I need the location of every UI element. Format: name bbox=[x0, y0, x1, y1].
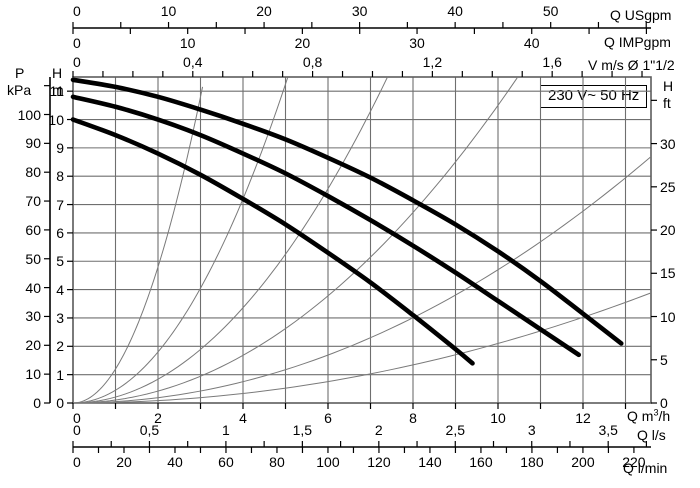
lmin-label: 80 bbox=[269, 454, 285, 470]
kpa-label: 70 bbox=[25, 193, 41, 210]
m3h-label: 6 bbox=[324, 410, 332, 426]
kpa-label: 90 bbox=[25, 135, 41, 152]
system-curve-2 bbox=[72, 77, 289, 404]
velocity-label: 1,2 bbox=[422, 54, 443, 70]
head-ft-label: 20 bbox=[660, 222, 676, 239]
lmin-label: 120 bbox=[367, 454, 391, 470]
axis-title-pressure: P bbox=[15, 65, 25, 81]
axis-title-lmin: Q l/min bbox=[623, 460, 668, 476]
kpa-label: 50 bbox=[25, 250, 41, 267]
ls-label: 3,5 bbox=[598, 422, 618, 438]
system-curve-4 bbox=[72, 77, 518, 404]
lmin-label: 180 bbox=[520, 454, 544, 470]
pump-curve-1 bbox=[70, 77, 624, 346]
lmin-label: 220 bbox=[622, 454, 646, 470]
lmin-label: 100 bbox=[316, 454, 340, 470]
head-m-label: 4 bbox=[56, 281, 64, 298]
head-ft-label: 15 bbox=[660, 265, 676, 282]
system-curve-1 bbox=[72, 86, 204, 404]
head-m-label: 5 bbox=[56, 253, 64, 270]
velocity-label: 1,6 bbox=[542, 54, 562, 70]
lmin-label: 20 bbox=[116, 454, 132, 470]
system-curve-5 bbox=[72, 156, 652, 404]
impgpm-label: 20 bbox=[294, 35, 311, 51]
ls-label: 0,5 bbox=[139, 422, 160, 438]
ls-label: 2,5 bbox=[445, 422, 465, 438]
head-ft-label: 10 bbox=[660, 308, 676, 325]
system-curve-6 bbox=[72, 292, 652, 404]
axis-title-head-m: H bbox=[52, 65, 63, 81]
impgpm-label: 40 bbox=[523, 35, 540, 51]
head-m-label: 7 bbox=[56, 196, 64, 213]
plot-frame bbox=[72, 76, 652, 404]
impgpm-label: 30 bbox=[409, 35, 425, 51]
lmin-label: 200 bbox=[571, 454, 595, 470]
head-m-label: 8 bbox=[56, 168, 64, 185]
ls-label: 2 bbox=[374, 422, 383, 438]
usgpm-label: 20 bbox=[256, 3, 272, 19]
axis-title-usgpm: Q USgpm bbox=[610, 7, 672, 23]
lmin-label: 60 bbox=[218, 454, 234, 470]
ls-label: 1,5 bbox=[292, 422, 313, 438]
ls-label: 0 bbox=[73, 422, 81, 438]
axis-title-impgpm: Q IMPgpm bbox=[604, 34, 671, 50]
head-ft-label: 5 bbox=[660, 351, 668, 368]
axis-unit-kpa: kPa bbox=[7, 82, 32, 98]
velocity-label: 0,8 bbox=[302, 54, 323, 70]
impgpm-label: 10 bbox=[179, 35, 196, 51]
pump-curve-2 bbox=[70, 94, 582, 358]
m3h-label: 0 bbox=[73, 410, 81, 426]
m3h-label: 12 bbox=[575, 410, 591, 426]
head-m-label: 1 bbox=[56, 366, 64, 383]
axis-title-ls: Q l/s bbox=[637, 427, 666, 443]
pump-curve-3 bbox=[70, 117, 475, 366]
lmin-label: 0 bbox=[73, 454, 81, 470]
usgpm-label: 10 bbox=[160, 3, 177, 19]
lmin-label: 160 bbox=[469, 454, 493, 470]
axis-title-m3h-text: Q m3/h bbox=[627, 407, 671, 424]
kpa-label: 80 bbox=[25, 164, 41, 181]
usgpm-label: 30 bbox=[351, 3, 368, 19]
head-m-label: 3 bbox=[56, 309, 64, 326]
head-ft-label: 25 bbox=[660, 178, 676, 195]
head-m-label: 2 bbox=[56, 338, 64, 355]
lmin-label: 140 bbox=[418, 454, 442, 470]
kpa-label: 0 bbox=[33, 395, 41, 411]
m3h-label: 10 bbox=[490, 410, 506, 426]
impgpm-label: 0 bbox=[73, 35, 81, 51]
lmin-label: 40 bbox=[167, 454, 183, 470]
velocity-label: 0,4 bbox=[183, 54, 203, 70]
usgpm-label: 0 bbox=[73, 3, 81, 19]
head-ft-label: 30 bbox=[660, 135, 676, 152]
head-m-label: 0 bbox=[56, 395, 64, 411]
head-m-label: 10 bbox=[48, 111, 64, 128]
usgpm-label: 50 bbox=[542, 3, 559, 19]
head-ft-label: 0 bbox=[660, 395, 668, 411]
velocity-label: 0 bbox=[73, 54, 81, 70]
kpa-label: 10 bbox=[25, 366, 41, 383]
system-curve-3 bbox=[72, 76, 388, 404]
head-m-label: 6 bbox=[56, 224, 64, 241]
kpa-label: 40 bbox=[25, 279, 41, 296]
m3h-label: 2 bbox=[154, 410, 162, 426]
axis-title-head-ft: H bbox=[663, 78, 674, 94]
axis-unit-m: m bbox=[52, 82, 64, 98]
m3h-label: 4 bbox=[239, 410, 247, 426]
usgpm-label: 40 bbox=[447, 3, 463, 19]
head-m-label: 9 bbox=[56, 139, 64, 156]
ls-label: 1 bbox=[222, 422, 230, 438]
kpa-label: 30 bbox=[25, 308, 41, 325]
axis-unit-ft: ft bbox=[663, 95, 671, 111]
ls-label: 3 bbox=[527, 422, 536, 438]
m3h-label: 8 bbox=[409, 410, 417, 426]
kpa-label: 20 bbox=[25, 337, 41, 354]
axis-title-velocity: V m/s Ø 1"1/2 bbox=[588, 57, 675, 73]
kpa-label: 60 bbox=[25, 221, 41, 238]
axis-title-m3h: Q m3/h bbox=[627, 405, 670, 424]
kpa-label: 100 bbox=[17, 106, 41, 123]
head-m-label: 11 bbox=[49, 83, 64, 100]
